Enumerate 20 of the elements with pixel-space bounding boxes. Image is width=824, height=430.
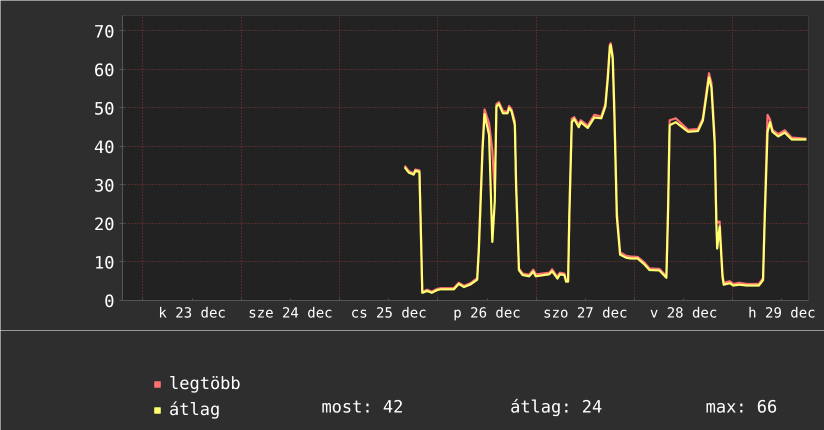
y-tick-label: 60: [94, 60, 115, 81]
x-tick-label: cs 25 dec: [350, 306, 427, 322]
y-tick-label: 50: [94, 99, 115, 120]
y-tick-label: 30: [94, 176, 115, 196]
y-tick-label: 40: [94, 138, 115, 158]
x-tick-label: sze 24 dec: [248, 306, 333, 322]
text: most: 42: [321, 398, 404, 418]
legend-label: átlag: [169, 399, 220, 422]
x-tick-label: h 29 dec: [748, 306, 816, 322]
x-tick-label: p 26 dec: [453, 306, 521, 322]
y-tick-label: 10: [94, 253, 115, 274]
text: max: 66: [706, 398, 778, 418]
x-tick-label: szo 27 dec: [543, 306, 628, 322]
legend-label: legtöbb: [169, 373, 241, 396]
x-tick-label: k 23 dec: [158, 306, 226, 322]
text: átlag: 24: [510, 398, 602, 418]
y-tick-label: 20: [94, 214, 115, 235]
y-tick-label: 70: [94, 22, 115, 42]
y-tick-label: 0: [104, 292, 115, 312]
x-tick-label: v 28 dec: [650, 306, 718, 322]
